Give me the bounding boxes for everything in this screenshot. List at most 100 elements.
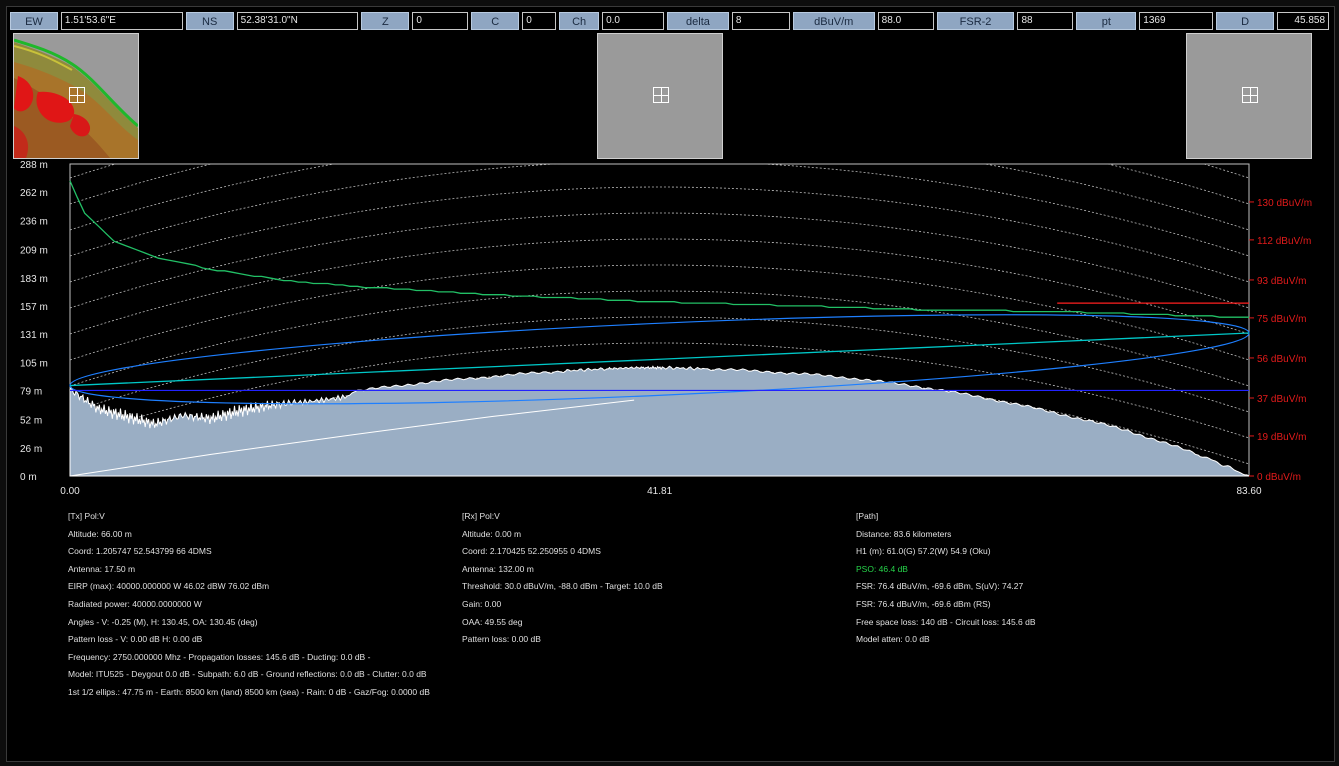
ew-label: EW: [10, 12, 58, 30]
tx-info-panel: [Tx] Pol:V Altitude: 66.00 m Coord: 1.20…: [68, 508, 430, 702]
tx-line: Radiated power: 40000.0000000 W: [68, 598, 202, 609]
x-tick-label: 0.00: [60, 486, 80, 497]
crosshair-icon: [653, 87, 669, 103]
ns-field[interactable]: 52.38'31.0"N: [236, 12, 359, 30]
z-label: Z: [361, 12, 410, 30]
grid-curve: [70, 57, 1249, 152]
y-right-tick-label: 19 dBuV/m: [1257, 432, 1306, 443]
x-tick-label: 83.60: [1236, 486, 1261, 497]
grid-curve: [70, 0, 1249, 22]
grid-curve: [70, 164, 1249, 231]
dbuvm-label: dBuV/m: [792, 12, 875, 30]
tx-line: 1st 1/2 ellips.: 47.75 m - Earth: 8500 k…: [68, 686, 430, 697]
direct-ray-line: [69, 332, 1250, 387]
grid-curve: [70, 316, 1249, 413]
grid-curve: [70, 212, 1249, 309]
y-left-tick-label: 131 m: [20, 330, 48, 341]
fsr2-label: FSR-2: [936, 12, 1015, 30]
path-pso: PSO: 46.4 dB: [856, 563, 908, 574]
c-field[interactable]: 0: [522, 12, 557, 30]
path-fsr: FSR: 76.4 dBuV/m, -69.6 dBm, S(uV): 74.2…: [856, 581, 1024, 592]
tx-title: [Tx] Pol:V: [68, 511, 105, 521]
field-strength-line: [69, 180, 1249, 318]
grid-curve: [70, 0, 1249, 48]
rx-line: Gain: 0.00: [462, 598, 502, 609]
rx-title: [Rx] Pol:V: [462, 511, 500, 521]
path-distance: Distance: 83.6 kilometers: [856, 528, 952, 539]
tx-line: Pattern loss - V: 0.00 dB H: 0.00 dB: [68, 634, 203, 645]
dbuvm-field[interactable]: 88.0: [877, 12, 934, 30]
rx-line: Altitude: 0.00 m: [462, 528, 522, 539]
grid-curve: [70, 290, 1249, 387]
grid-curve: [70, 186, 1249, 283]
rx-info-panel: [Rx] Pol:V Altitude: 0.00 m Coord: 2.170…: [462, 508, 663, 649]
y-right-tick-label: 130 dBuV/m: [1257, 198, 1312, 209]
rx-line: OAA: 49.55 deg: [462, 616, 523, 627]
rx-line: Antenna: 132.00 m: [462, 563, 534, 574]
delta-field[interactable]: 8: [731, 12, 790, 30]
tx-line: Frequency: 2750.000000 Mhz - Propagation…: [68, 651, 371, 662]
y-left-tick-label: 157 m: [20, 302, 48, 313]
y-right-tick-label: 75 dBuV/m: [1257, 314, 1306, 325]
crosshair-icon: [69, 87, 85, 103]
tx-line: Angles - V: -0.25 (M), H: 130.45, OA: 13…: [68, 616, 258, 627]
x-tick-label: 41.81: [647, 486, 672, 497]
tx-line: Antenna: 17.50 m: [68, 563, 136, 574]
delta-label: delta: [667, 12, 729, 30]
d-field[interactable]: 45.858: [1277, 12, 1330, 30]
y-right-tick-label: 112 dBuV/m: [1257, 236, 1311, 247]
ew-field[interactable]: 1.51'53.6"E: [60, 12, 183, 30]
y-right-tick-label: 37 dBuV/m: [1257, 394, 1306, 405]
terrain-map-image: [13, 34, 139, 158]
rx-line: Coord: 2.170425 52.250955 0 4DMS: [462, 546, 601, 557]
y-left-tick-label: 52 m: [20, 416, 42, 427]
pt-label: pt: [1076, 12, 1137, 30]
tx-line: Coord: 1.205747 52.543799 66 4DMS: [68, 546, 212, 557]
path-title: [Path]: [856, 511, 879, 521]
ch-field[interactable]: 0.0: [602, 12, 664, 30]
earth-curve-line: [69, 399, 635, 477]
grid-curve: [70, 238, 1249, 335]
c-label: C: [471, 12, 520, 30]
y-right-tick-label: 0 dBuV/m: [1257, 472, 1301, 483]
terrain-profile: [69, 365, 1250, 477]
y-left-tick-label: 79 m: [20, 386, 42, 397]
y-left-tick-label: 262 m: [20, 188, 48, 199]
path-info-panel: [Path] Distance: 83.6 kilometers H1 (m):…: [856, 508, 1036, 649]
y-left-tick-label: 288 m: [20, 160, 48, 171]
y-right-tick-label: 93 dBuV/m: [1257, 276, 1306, 287]
grid-curve: [70, 5, 1249, 100]
d-label: D: [1216, 12, 1275, 30]
y-right-tick-label: 56 dBuV/m: [1257, 354, 1306, 365]
y-left-tick-label: 26 m: [20, 444, 42, 455]
grid-curve: [70, 264, 1249, 361]
z-field[interactable]: 0: [412, 12, 469, 30]
y-left-tick-label: 183 m: [20, 274, 48, 285]
ns-label: NS: [185, 12, 234, 30]
grid-curve: [70, 31, 1249, 126]
y-left-tick-label: 209 m: [20, 246, 48, 257]
y-left-tick-label: 236 m: [20, 216, 48, 227]
rx-thumbnail[interactable]: [597, 33, 723, 159]
coordinate-toolbar: EW 1.51'53.6"E NS 52.38'31.0"N Z 0 C 0 C…: [10, 10, 1330, 32]
path-h1: H1 (m): 61.0(G) 57.2(W) 54.9 (Oku): [856, 546, 991, 557]
tx-line: EIRP (max): 40000.000000 W 46.02 dBW 76.…: [68, 581, 270, 592]
ch-label: Ch: [559, 12, 600, 30]
rx-line: Threshold: 30.0 dBuV/m, -88.0 dBm - Targ…: [462, 581, 663, 592]
fsr2-field[interactable]: 88: [1017, 12, 1074, 30]
pt-field[interactable]: 1369: [1139, 12, 1214, 30]
grid-curve: [70, 164, 1249, 257]
tx-terrain-thumbnail[interactable]: [13, 33, 139, 159]
y-left-tick-label: 105 m: [20, 358, 48, 369]
rx-line: Pattern loss: 0.00 dB: [462, 634, 541, 645]
y-left-tick-label: 0 m: [20, 472, 37, 483]
path-fsr-rs: FSR: 76.4 dBuV/m, -69.6 dBm (RS): [856, 598, 991, 609]
path-model-atten: Model atten: 0.0 dB: [856, 634, 930, 645]
path-losses: Free space loss: 140 dB - Circuit loss: …: [856, 616, 1036, 627]
target-thumbnail[interactable]: [1186, 33, 1312, 159]
tx-line: Altitude: 66.00 m: [68, 528, 132, 539]
grid-curve: [70, 0, 1249, 74]
crosshair-icon: [1242, 87, 1258, 103]
tx-line: Model: ITU525 - Deygout 0.0 dB - Subpath…: [68, 669, 427, 680]
